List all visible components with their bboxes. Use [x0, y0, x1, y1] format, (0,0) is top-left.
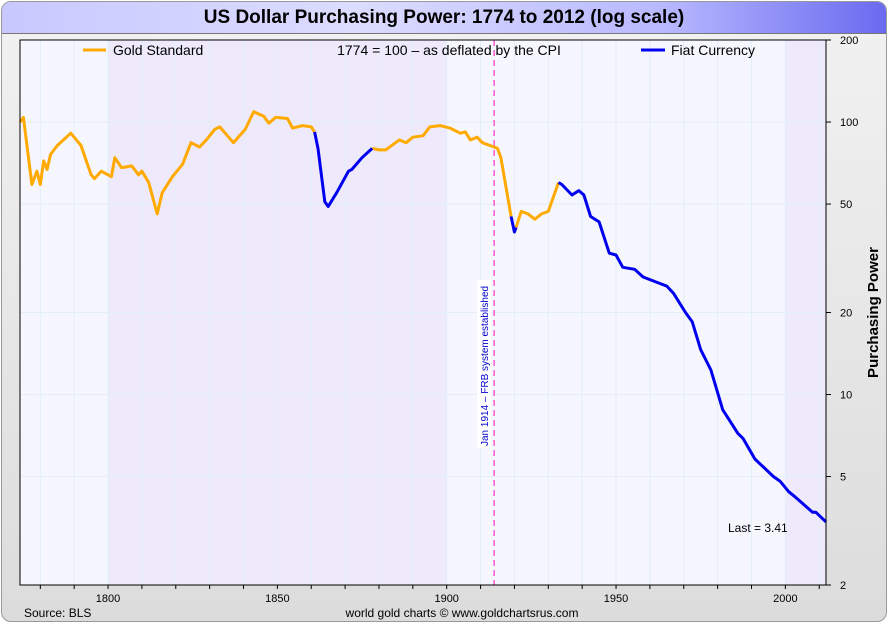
y-tick-label: 10 — [840, 390, 852, 402]
y-tick-label: 200 — [840, 35, 858, 47]
legend-label-gold: Gold Standard — [113, 42, 203, 58]
source-label: Source: BLS — [24, 606, 91, 620]
y-axis-title: Purchasing Power — [865, 247, 882, 378]
series-line-fiat-currency — [509, 216, 518, 234]
y-tick-label: 100 — [840, 117, 858, 129]
series-line-fiat-currency — [313, 131, 374, 208]
credit-label: world gold charts © www.goldchartsrus.co… — [345, 606, 579, 620]
x-tick-label: 1900 — [434, 593, 458, 605]
series-line-gold-standard — [18, 110, 316, 216]
legend-label-fiat: Fiat Currency — [671, 42, 755, 58]
series-line-gold-standard — [514, 182, 560, 228]
x-tick-label: 2000 — [773, 593, 797, 605]
chart-subtitle: 1774 = 100 – as deflated by the CPI — [337, 42, 561, 58]
y-tick-label: 2 — [840, 580, 846, 592]
x-tick-label: 1800 — [96, 593, 120, 605]
chart-title: US Dollar Purchasing Power: 1774 to 2012… — [203, 7, 685, 28]
x-tick-label: 1850 — [265, 593, 289, 605]
frb-annotation-label: Jan 1914 – FRB system established — [480, 286, 491, 446]
y-tick-label: 50 — [840, 199, 852, 211]
last-value-label: Last = 3.41 — [728, 521, 788, 535]
series-line-gold-standard — [371, 124, 513, 217]
series-line-fiat-currency — [557, 181, 828, 523]
x-tick-label: 1950 — [604, 593, 628, 605]
y-tick-label: 5 — [840, 472, 846, 484]
annotation-label-background — [477, 280, 492, 448]
y-tick-label: 20 — [840, 308, 852, 320]
title-bar: US Dollar Purchasing Power: 1774 to 2012… — [2, 2, 886, 34]
